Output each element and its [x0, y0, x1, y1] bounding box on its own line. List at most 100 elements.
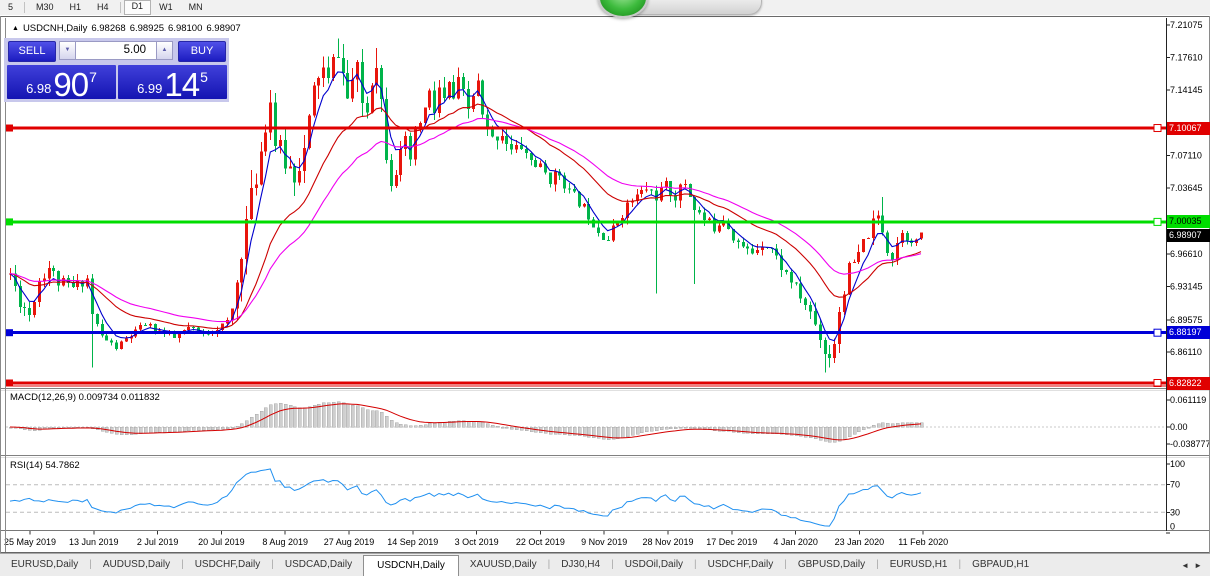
y-axis-tick-label: 7.07110 — [1170, 151, 1202, 161]
x-axis-date-label: 8 Aug 2019 — [262, 537, 308, 547]
tab-eurusd-daily[interactable]: EURUSD,Daily — [11, 559, 79, 570]
rsi-axis-tick-label: 30 — [1170, 507, 1180, 517]
volume-decrease-button[interactable]: ▼ — [59, 41, 76, 60]
buy-price-tile[interactable]: 6.99 14 5 — [118, 65, 227, 103]
level-handle-left[interactable] — [6, 218, 13, 226]
y-axis-tick-label: 6.89575 — [1170, 315, 1203, 325]
ohlc-high: 6.98925 — [129, 23, 165, 34]
tab-scroll-right-icon[interactable]: ► — [1194, 561, 1207, 570]
moving-average-5 — [9, 71, 922, 342]
x-axis-date-label: 14 Sep 2019 — [387, 537, 438, 547]
timeframe-button-h1[interactable]: H1 — [69, 2, 82, 12]
sell-button[interactable]: SELL — [8, 41, 56, 62]
level-handle-right[interactable] — [1153, 378, 1162, 387]
macd-label: MACD(12,26,9) 0.009734 0.011832 — [10, 392, 160, 403]
collapse-triangle-icon[interactable]: ▲ — [12, 25, 19, 32]
price-badge: 7.10067 — [1167, 121, 1210, 135]
buy-price-prefix: 6.99 — [137, 81, 163, 96]
rsi-label: RSI(14) 54.7862 — [10, 460, 80, 471]
symbol-tab-strip: EURUSD,Daily | AUDUSD,Daily | USDCHF,Daily | U… — [0, 553, 1210, 576]
rsi-axis-tick-label: 100 — [1170, 459, 1185, 469]
tab-separator: | — [694, 559, 697, 570]
timeframe-button-w1[interactable]: W1 — [159, 2, 173, 12]
x-axis-date-label: 28 Nov 2019 — [642, 537, 693, 547]
tab-separator: | — [547, 559, 551, 570]
chart-symbol-header: ▲ USDCNH,Daily 6.98268 6.98925 6.98100 6.9890… — [12, 23, 245, 34]
macd-axis-tick-label: 0.00 — [1170, 422, 1188, 432]
ohlc-open: 6.98268 — [91, 23, 126, 34]
timeframe-button-5[interactable]: 5 — [8, 2, 14, 12]
symbol-name: USDCNH,Daily — [22, 23, 88, 34]
volume-stepper: ▼ 5.00 ▲ — [59, 41, 173, 60]
macd-signal-line — [9, 403, 922, 441]
y-axis-tick-label: 7.03645 — [1170, 183, 1203, 193]
buy-button[interactable]: BUY — [178, 41, 226, 62]
volume-increase-button[interactable]: ▲ — [156, 41, 173, 60]
tab-separator: | — [784, 559, 787, 570]
y-axis-tick-label: 7.21075 — [1170, 20, 1203, 30]
buy-price-big: 14 — [164, 66, 200, 103]
level-handle-right[interactable] — [1153, 328, 1162, 337]
price-badge: 6.88197 — [1167, 326, 1210, 340]
moving-average-20 — [9, 103, 922, 330]
level-handle-left[interactable] — [6, 379, 13, 387]
tab-eurusd-h1[interactable]: EURUSD,H1 — [889, 559, 948, 570]
y-axis-tick-label: 7.17610 — [1170, 52, 1203, 62]
level-handle-left[interactable] — [6, 329, 13, 337]
price-badge: 7.00035 — [1167, 215, 1210, 229]
x-axis-date-label: 22 Oct 2019 — [516, 537, 565, 547]
sell-price-big: 90 — [53, 66, 89, 103]
tab-gbpaud-h1[interactable]: GBPAUD,H1 — [972, 559, 1030, 570]
timeframe-button-m30[interactable]: M30 — [36, 2, 54, 12]
one-click-trading-panel: SELL ▼ 5.00 ▲ BUY 6.98 90 7 6.99 14 5 — [4, 38, 229, 102]
y-axis-tick-label: 7.14145 — [1170, 85, 1203, 95]
x-axis-date-label: 25 May 2019 — [4, 537, 56, 547]
tab-separator: | — [958, 559, 962, 570]
timeframe-button-mn[interactable]: MN — [188, 2, 203, 12]
rsi-axis-tick-label: 70 — [1170, 480, 1180, 490]
tab-separator: | — [271, 559, 274, 570]
x-axis-date-label: 13 Jun 2019 — [69, 537, 119, 547]
y-axis-tick-label: 6.96610 — [1170, 249, 1203, 259]
ohlc-low: 6.98100 — [168, 23, 203, 34]
rsi-axis-tick-label: 0 — [1170, 522, 1175, 532]
price-badge: 6.98907 — [1167, 228, 1210, 242]
level-handle-right[interactable] — [1153, 124, 1162, 133]
timeframe-button-h4[interactable]: H4 — [97, 2, 109, 12]
macd-histogram — [6, 401, 1166, 443]
tab-usdoil-daily[interactable]: USDOil,Daily — [624, 559, 684, 570]
x-axis-date-label: 27 Aug 2019 — [324, 537, 375, 547]
tab-dj30-h4[interactable]: DJ30,H4 — [561, 559, 601, 570]
level-handle-left[interactable] — [6, 124, 13, 132]
macd-axis-tick-label: 0.061119 — [1170, 395, 1206, 405]
tab-scroll-left-icon[interactable]: ◄ — [1181, 561, 1195, 570]
tab-separator: | — [876, 559, 879, 570]
x-axis-date-label: 4 Jan 2020 — [773, 537, 818, 547]
tab-usdcad-daily[interactable]: USDCAD,Daily — [284, 559, 353, 570]
ohlc-close: 6.98907 — [206, 23, 241, 34]
toolbar-separator — [24, 2, 26, 13]
sell-price-tile[interactable]: 6.98 90 7 — [7, 65, 116, 103]
tab-separator: | — [611, 559, 614, 570]
level-handle-right[interactable] — [1153, 217, 1162, 226]
timeframe-button-d1[interactable]: D1 — [123, 0, 152, 15]
sell-price-sup: 7 — [89, 69, 97, 85]
y-axis-tick-label: 6.86110 — [1170, 347, 1202, 357]
tab-gbpusd-daily[interactable]: GBPUSD,Daily — [797, 559, 866, 570]
tab-usdcnh-daily[interactable]: USDCNH,Daily — [363, 555, 459, 576]
tab-separator: | — [181, 559, 184, 570]
tab-xauusd-daily[interactable]: XAUUSD,Daily — [469, 559, 537, 570]
toolbar-separator — [119, 2, 121, 13]
y-axis-tick-label: 6.93145 — [1170, 281, 1203, 291]
x-axis-date-label: 23 Jan 2020 — [835, 537, 885, 547]
x-axis-date-label: 17 Dec 2019 — [706, 537, 757, 547]
sell-price-prefix: 6.98 — [26, 81, 52, 96]
tab-usdchf-daily[interactable]: USDCHF,Daily — [707, 559, 774, 570]
volume-input[interactable]: 5.00 — [76, 41, 156, 60]
macd-axis-tick-label: -0.038777 — [1170, 439, 1210, 449]
rsi-line — [9, 468, 922, 527]
tab-audusd-daily[interactable]: AUDUSD,Daily — [102, 559, 171, 570]
tab-usdchf-daily[interactable]: USDCHF,Daily — [194, 559, 261, 570]
